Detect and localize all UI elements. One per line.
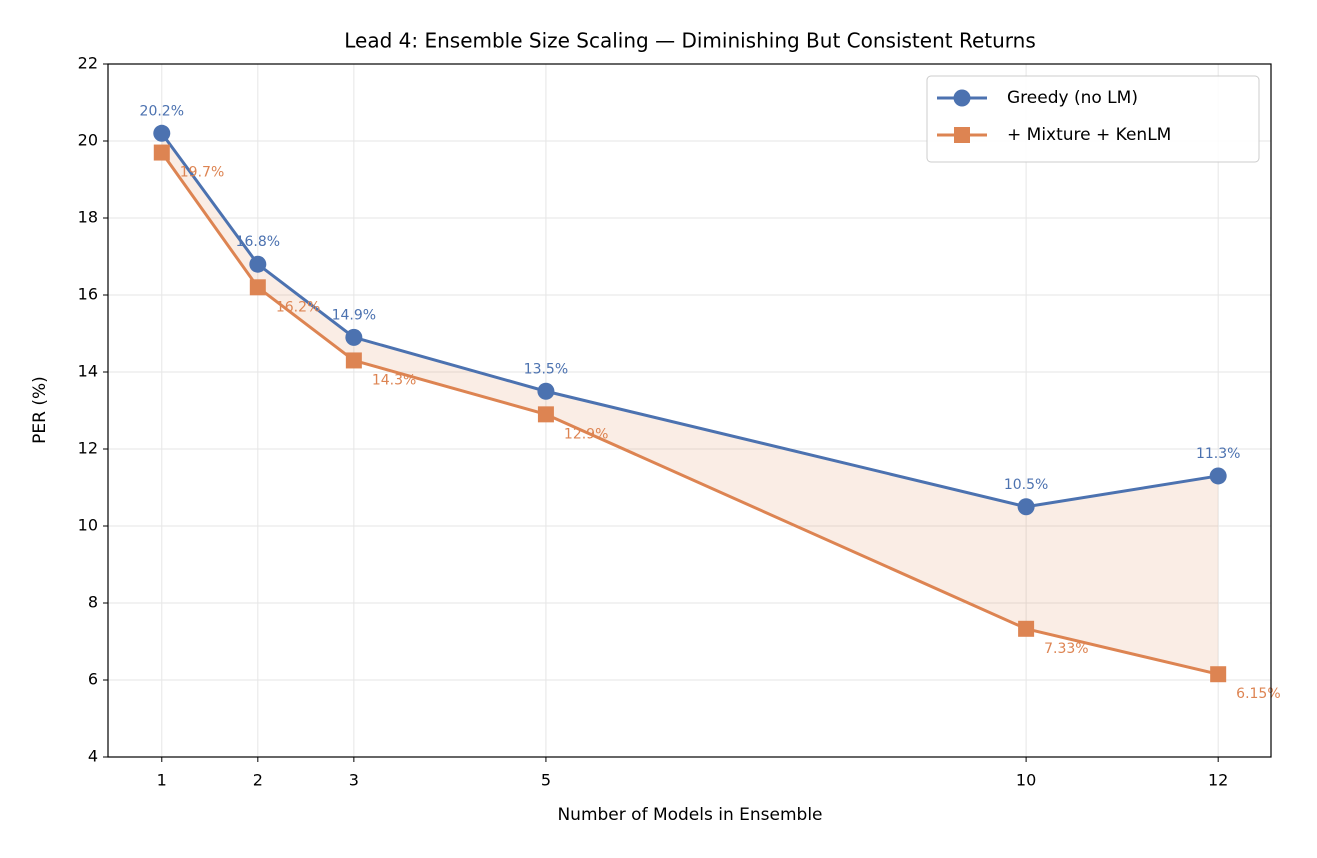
data-label: 7.33%: [1044, 641, 1088, 657]
y-tick-label: 22: [78, 54, 98, 73]
y-tick-label: 20: [78, 131, 98, 150]
y-tick-label: 14: [78, 362, 98, 381]
data-label: 6.15%: [1236, 686, 1280, 702]
data-label: 16.2%: [276, 299, 320, 315]
legend-label: Greedy (no LM): [1007, 88, 1138, 108]
series-line: [160, 132, 1219, 509]
legend-box: [926, 75, 1260, 163]
y-tick-label: 18: [78, 208, 98, 227]
marker: [1209, 467, 1227, 485]
data-label: 11.3%: [1196, 446, 1240, 462]
marker: [1018, 620, 1035, 637]
marker: [537, 382, 555, 400]
x-tick-label: 2: [253, 771, 263, 790]
marker: [249, 279, 266, 296]
chart-title: Lead 4: Ensemble Size Scaling — Diminish…: [344, 29, 1036, 53]
x-tick-label: 3: [349, 771, 359, 790]
marker: [345, 352, 362, 369]
y-tick-label: 10: [78, 516, 98, 535]
data-label: 14.9%: [332, 307, 376, 323]
y-tick-label: 12: [78, 439, 98, 458]
x-tick-label: 5: [541, 771, 551, 790]
data-label: 13.5%: [524, 361, 568, 377]
plot-frame: [107, 63, 1272, 758]
x-tick-label: 12: [1208, 771, 1228, 790]
y-axis-label: PER (%): [30, 376, 50, 444]
fill-between: [161, 133, 1219, 675]
x-tick-label: 1: [157, 771, 167, 790]
y-tick-label: 6: [88, 670, 98, 689]
data-label: 10.5%: [1004, 477, 1048, 493]
marker: [153, 124, 171, 142]
marker: [954, 127, 970, 143]
x-tick-label: 10: [1016, 771, 1036, 790]
marker: [249, 255, 267, 273]
data-label: 12.9%: [564, 426, 608, 442]
x-axis-label: Number of Models in Ensemble: [557, 805, 822, 825]
y-tick-label: 16: [78, 285, 98, 304]
data-label: 20.2%: [140, 103, 184, 119]
legend-label: + Mixture + KenLM: [1007, 125, 1171, 145]
marker: [953, 89, 971, 107]
y-tick-label: 4: [88, 747, 98, 766]
marker: [153, 144, 170, 161]
marker: [1017, 498, 1035, 516]
marker: [345, 328, 363, 346]
marker: [1210, 666, 1227, 683]
legend: Greedy (no LM) + Mixture + KenLM: [926, 75, 1260, 163]
marker: [537, 406, 554, 423]
series-line: [160, 151, 1219, 676]
y-tick-label: 8: [88, 593, 98, 612]
data-label: 19.7%: [180, 165, 224, 181]
data-label: 14.3%: [372, 372, 416, 388]
data-label: 16.8%: [236, 234, 280, 250]
